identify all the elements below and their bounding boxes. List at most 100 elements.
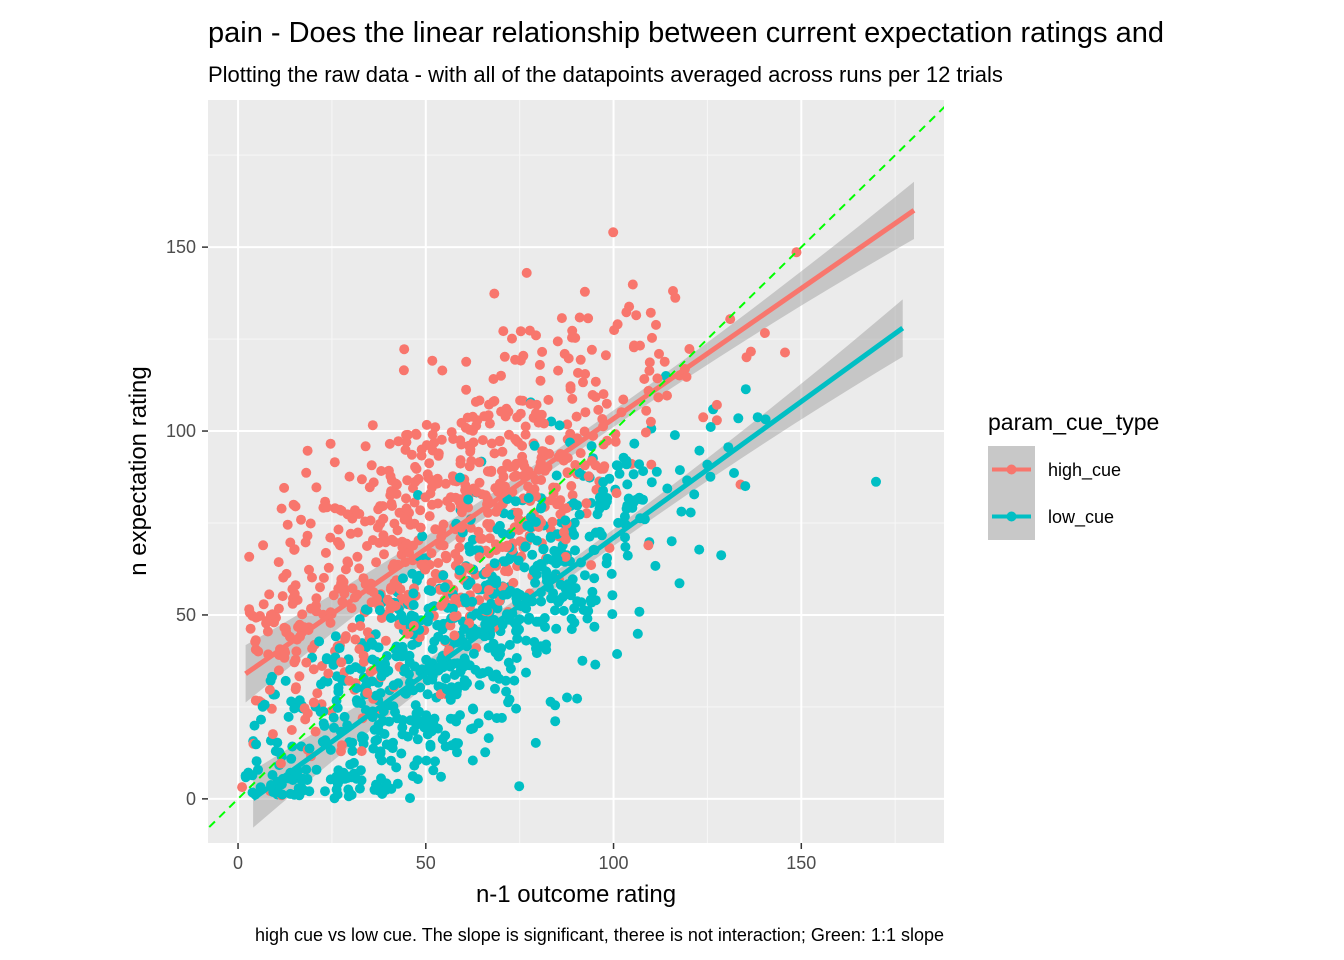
point-high_cue — [323, 668, 334, 679]
point-high_cue — [645, 416, 656, 427]
point-low_cue — [328, 659, 339, 670]
point-high_cue — [604, 543, 615, 553]
point-low_cue — [333, 765, 344, 776]
point-high_cue — [608, 227, 619, 238]
point-high_cue — [379, 549, 389, 560]
point-low_cue — [535, 503, 546, 514]
point-high_cue — [515, 355, 526, 366]
point-low_cue — [521, 635, 532, 646]
point-high_cue — [437, 598, 448, 609]
point-high_cue — [438, 540, 449, 551]
point-low_cue — [247, 770, 258, 781]
point-high_cue — [515, 326, 526, 337]
point-low_cue — [404, 650, 415, 661]
chart-caption: high cue vs low cue. The slope is signif… — [255, 925, 944, 945]
point-high_cue — [325, 438, 336, 449]
point-high_cue — [276, 503, 287, 514]
point-low_cue — [505, 585, 516, 596]
point-high_cue — [456, 507, 467, 518]
point-high_cue — [336, 657, 347, 668]
point-low_cue — [321, 653, 332, 664]
point-low_cue — [563, 579, 574, 590]
point-high_cue — [279, 482, 290, 493]
point-low_cue — [331, 695, 342, 706]
point-high_cue — [429, 437, 440, 448]
point-high_cue — [489, 448, 500, 459]
point-low_cue — [432, 619, 443, 630]
point-low_cue — [483, 666, 494, 677]
point-low_cue — [760, 414, 771, 425]
point-low_cue — [453, 659, 464, 670]
point-high_cue — [586, 344, 597, 355]
point-high_cue — [450, 594, 461, 604]
point-high_cue — [653, 392, 664, 403]
point-low_cue — [408, 600, 419, 610]
point-low_cue — [280, 675, 291, 686]
point-low_cue — [311, 764, 322, 775]
point-high_cue — [570, 460, 581, 470]
point-low_cue — [412, 734, 423, 745]
point-high_cue — [415, 505, 426, 516]
point-high_cue — [554, 497, 565, 508]
point-low_cue — [579, 570, 590, 581]
point-high_cue — [496, 370, 506, 381]
point-high_cue — [445, 502, 456, 513]
point-low_cue — [612, 649, 623, 659]
point-low_cue — [333, 686, 344, 697]
point-high_cue — [465, 522, 476, 533]
point-low_cue — [397, 729, 408, 740]
point-high_cue — [510, 434, 521, 444]
point-high_cue — [411, 463, 422, 474]
point-low_cue — [451, 716, 462, 727]
point-high_cue — [335, 540, 345, 551]
point-high_cue — [433, 448, 444, 459]
point-high_cue — [498, 326, 509, 337]
point-low_cue — [474, 680, 485, 691]
point-high_cue — [652, 373, 663, 384]
point-low_cue — [529, 564, 540, 575]
point-high_cue — [352, 551, 363, 562]
point-low_cue — [410, 700, 421, 711]
point-low_cue — [366, 637, 377, 648]
point-high_cue — [377, 501, 388, 512]
point-high_cue — [356, 474, 367, 485]
point-high_cue — [741, 352, 752, 363]
point-low_cue — [339, 773, 350, 784]
point-high_cue — [304, 564, 314, 575]
point-low_cue — [473, 718, 484, 729]
point-low_cue — [685, 507, 696, 518]
point-low_cue — [705, 471, 716, 482]
point-high_cue — [645, 307, 656, 318]
point-low_cue — [629, 438, 640, 449]
point-low_cue — [417, 531, 428, 542]
point-high_cue — [364, 482, 375, 493]
point-low_cue — [316, 679, 326, 690]
point-low_cue — [716, 550, 727, 561]
point-high_cue — [454, 542, 465, 553]
point-high_cue — [409, 497, 420, 508]
point-low_cue — [447, 603, 458, 614]
point-high_cue — [300, 714, 311, 725]
point-high_cue — [365, 515, 376, 526]
point-high_cue — [297, 609, 308, 620]
point-low_cue — [634, 606, 645, 617]
legend-key-high-cue-dot — [1006, 464, 1017, 475]
point-low_cue — [330, 631, 341, 642]
point-high_cue — [320, 496, 331, 507]
point-high_cue — [427, 482, 437, 493]
point-low_cue — [318, 706, 329, 717]
point-high_cue — [496, 406, 507, 417]
point-high_cue — [440, 478, 451, 489]
point-low_cue — [504, 554, 515, 565]
point-low_cue — [397, 715, 408, 726]
point-low_cue — [729, 468, 739, 478]
point-low_cue — [463, 541, 474, 552]
point-low_cue — [358, 672, 369, 683]
point-low_cue — [535, 559, 546, 569]
point-high_cue — [610, 436, 621, 447]
point-high_cue — [644, 357, 655, 368]
point-high_cue — [258, 599, 269, 610]
point-low_cue — [448, 686, 459, 697]
point-high_cue — [358, 650, 369, 661]
y-tick-label: 0 — [186, 789, 196, 809]
